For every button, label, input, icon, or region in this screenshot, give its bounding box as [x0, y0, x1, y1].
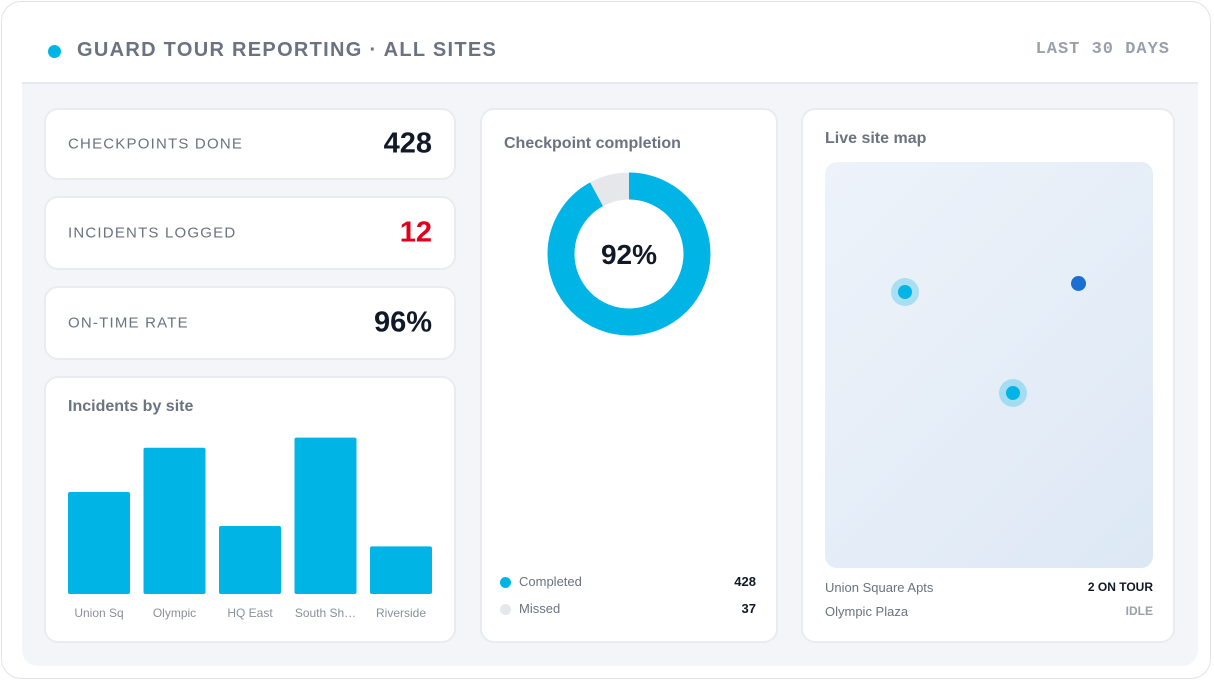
legend-item-missed: Missed 37	[500, 600, 756, 620]
incidents-bar-chart: Union Sq Olympic HQ East South Sh… Riverside	[68, 437, 432, 620]
kpi-card-ontime: ON-TIME RATE 96%	[44, 286, 456, 360]
legend-label: Missed	[519, 601, 561, 616]
site-name: Union Square Apts	[825, 580, 934, 595]
kpi-label: CHECKPOINTS DONE	[68, 135, 244, 153]
kpi-value: 12	[399, 216, 432, 249]
chart-title: Incidents by site	[68, 398, 194, 415]
donut-center-label: 92%	[601, 239, 657, 270]
legend-swatch-icon	[500, 604, 511, 615]
status-dot-icon	[48, 45, 61, 58]
x-tick-label: Riverside	[376, 606, 426, 620]
site-row-union-square[interactable]: Union Square Apts 2 ON TOUR	[825, 580, 1153, 600]
site-map[interactable]	[825, 162, 1153, 568]
kpi-card-incidents: INCIDENTS LOGGED 12	[44, 196, 456, 270]
live-map-card: Live site map Union Square Apts 2 ON TOU…	[801, 108, 1175, 643]
chart-title: Checkpoint completion	[504, 135, 681, 152]
bar-4[interactable]	[370, 546, 432, 594]
x-tick-label: Union Sq	[74, 606, 123, 620]
site-status-badge: 2 ON TOUR	[1087, 580, 1153, 594]
completion-donut-chart: 92%	[547, 172, 711, 336]
legend-swatch-icon	[500, 577, 511, 588]
kpi-value: 96%	[373, 306, 432, 339]
date-range-selector[interactable]: LAST 30 DAYS	[1035, 40, 1170, 59]
site-row-olympic-plaza[interactable]: Olympic Plaza IDLE	[825, 604, 1153, 624]
kpi-label: INCIDENTS LOGGED	[68, 224, 237, 242]
kpi-label: ON-TIME RATE	[68, 314, 189, 332]
site-status-badge: IDLE	[1125, 604, 1153, 618]
bar-2[interactable]	[219, 526, 281, 594]
map-pin-icon[interactable]	[1006, 386, 1020, 400]
page-title: GUARD TOUR REPORTING · ALL SITES	[77, 39, 498, 61]
bar-0[interactable]	[68, 492, 130, 594]
legend-value: 428	[734, 574, 756, 589]
legend-label: Completed	[519, 574, 582, 589]
map-pin-icon[interactable]	[1071, 276, 1086, 291]
donut-slice-completed[interactable]	[547, 172, 711, 336]
incidents-chart-card: Incidents by site Union Sq Olympic HQ East…	[44, 376, 456, 643]
x-tick-label: Olympic	[153, 606, 196, 620]
kpi-value: 428	[383, 127, 432, 160]
bar-1[interactable]	[143, 447, 206, 594]
legend-item-completed: Completed 428	[500, 573, 756, 593]
x-tick-label: HQ East	[227, 606, 273, 620]
legend-value: 37	[741, 601, 756, 616]
kpi-card-checkpoints: CHECKPOINTS DONE 428	[44, 108, 456, 180]
map-pin-icon[interactable]	[898, 285, 912, 299]
dashboard-header: GUARD TOUR REPORTING · ALL SITES LAST 30…	[22, 22, 1198, 84]
map-title: Live site map	[825, 130, 927, 147]
x-tick-label: South Sh…	[295, 606, 356, 620]
completion-card: Checkpoint completion 92% Completed 428 …	[480, 108, 778, 643]
site-name: Olympic Plaza	[825, 604, 909, 619]
dashboard-canvas: CHECKPOINTS DONE 428 INCIDENTS LOGGED 12…	[22, 84, 1198, 666]
bar-3[interactable]	[294, 437, 357, 594]
